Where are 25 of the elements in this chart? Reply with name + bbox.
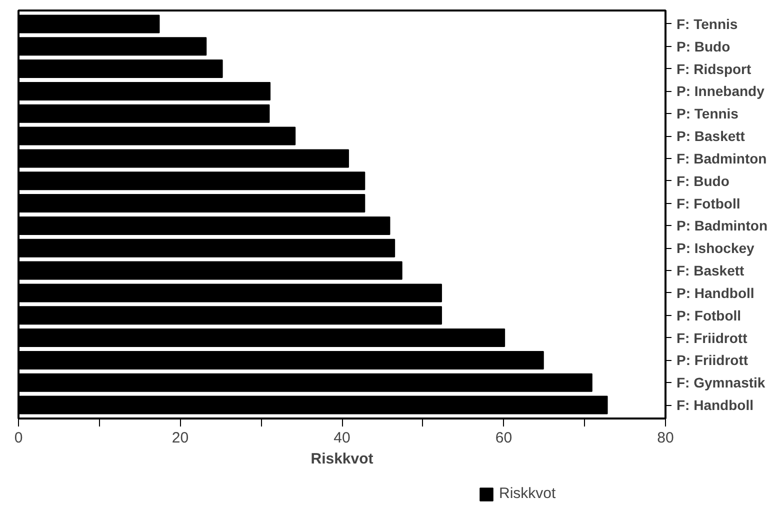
y-tick-label: F: Badminton [676,150,767,166]
x-tick-label: 60 [495,430,512,446]
y-tick-label: P: Baskett [676,128,746,144]
y-tick-label: F: Budo [676,172,730,189]
y-tick-label: F: Tennis [676,16,738,32]
y-tick-label: P: Handboll [676,284,754,301]
x-tick-label: 80 [657,430,674,446]
legend-label: Riskkvot [499,485,556,502]
y-tick-label: P: Badminton [676,218,768,234]
y-tick-label: F: Ridsport [676,60,752,77]
y-tick-label: F: Baskett [676,262,745,279]
y-tick-label: P: Budo [676,38,730,54]
y-tick-label: P: Tennis [676,106,739,122]
y-tick-label: P: Ishockey [676,240,755,256]
x-tick-label: 20 [172,430,189,446]
y-tick-label: P: Innebandy [676,83,765,100]
y-tick-label: P: Fotboll [676,307,742,324]
y-tick-label: F: Fotboll [676,195,740,212]
y-tick-label: F: Friidrott [676,330,748,346]
y-tick-label: F: Handboll [676,397,754,414]
y-tick-label: P: Friidrott [676,352,748,368]
x-tick-label: 40 [334,430,350,446]
x-tick-label: 0 [14,430,23,446]
y-tick-label: F: Gymnastik [676,374,766,391]
x-axis-title: Riskkvot [310,450,374,468]
